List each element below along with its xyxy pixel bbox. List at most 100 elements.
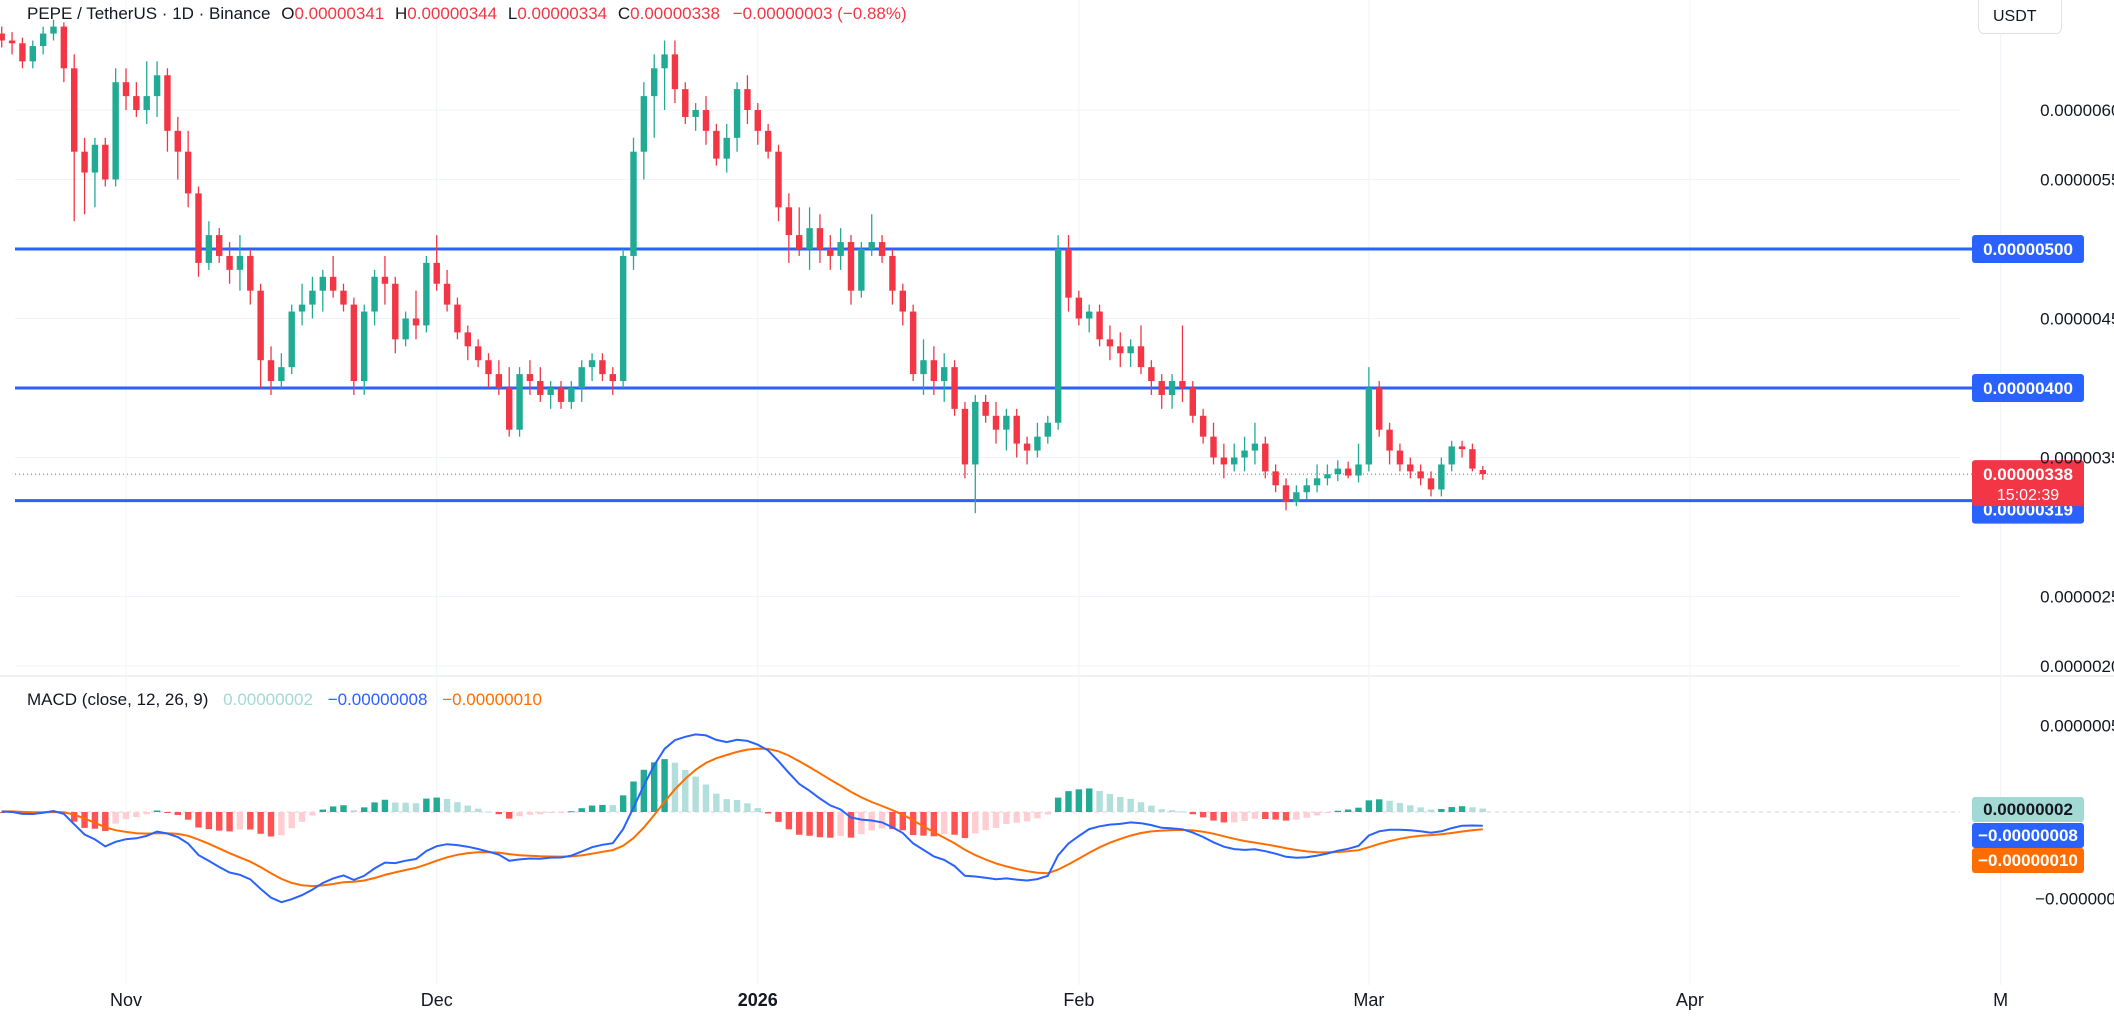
macd-value-badge (1972, 797, 2084, 822)
candle-body (1075, 297, 1083, 319)
candle-body (599, 360, 606, 375)
macd-histogram-bar (920, 812, 927, 836)
macd-histogram-bar (195, 812, 202, 828)
currency-button[interactable]: USDT (1978, 0, 2062, 34)
macd-histogram-bar (1023, 812, 1031, 822)
candle-body (464, 332, 471, 347)
symbol-title[interactable]: PEPE / TetherUS · 1D · Binance (27, 4, 271, 23)
candle-body (309, 290, 316, 305)
macd-histogram-bar (247, 812, 254, 830)
macd-histogram-bar (1313, 812, 1321, 816)
macd-histogram-bar (340, 805, 347, 812)
macd-histogram-bar (1365, 800, 1373, 812)
change-value: −0.00000003 (−0.88%) (732, 4, 907, 23)
macd-histogram-bar (733, 799, 741, 812)
macd-histogram-bar (298, 812, 306, 822)
macd-histogram-bar (1044, 812, 1051, 815)
candle-body (1148, 367, 1155, 382)
macd-histogram-bar (692, 776, 699, 812)
date-label: M (1993, 990, 2008, 1010)
candle-body (412, 318, 420, 326)
candle-body (847, 242, 855, 291)
candle-body (1355, 464, 1362, 476)
candle-body (775, 151, 782, 208)
candle-body (702, 110, 710, 131)
candle-body (1199, 415, 1207, 437)
candle-body (1168, 381, 1176, 395)
candle-body (972, 401, 979, 465)
macd-histogram-bar (319, 809, 326, 812)
macd-histogram-bar (1355, 807, 1362, 812)
macd-histogram-bar (744, 803, 751, 812)
candle-body (1344, 468, 1352, 476)
candle-body (1438, 464, 1445, 490)
candle-body (102, 144, 109, 180)
candle-body (1427, 478, 1435, 490)
candle-body (298, 304, 306, 312)
candle-body (1210, 436, 1217, 458)
candle-body (50, 26, 57, 34)
macd-histogram-bar (1344, 809, 1352, 812)
candle-body (754, 110, 761, 131)
candle-body (547, 388, 554, 395)
candle-body (889, 255, 896, 291)
macd-histogram-bar (816, 812, 824, 838)
macd-histogram-bar (1117, 796, 1124, 812)
candle-body (350, 304, 358, 382)
candle-body (526, 374, 534, 382)
candle-body (1251, 443, 1259, 451)
hline-price-label: 0.00000500 (1983, 240, 2073, 259)
high-label: H (395, 4, 408, 23)
candle-body (692, 110, 699, 117)
macd-histogram-bar (806, 812, 813, 836)
macd-histogram-bar (464, 805, 471, 812)
macd-histogram-series (0, 759, 1486, 839)
candle-body (91, 144, 99, 173)
macd-histogram-bar (1417, 807, 1424, 812)
macd-histogram-bar (257, 812, 264, 834)
date-label: 2026 (738, 990, 778, 1010)
macd-signal-value: −0.00000010 (442, 690, 542, 709)
macd-histogram-bar (961, 812, 969, 839)
macd-histogram-bar (153, 810, 161, 812)
candle-body (1034, 436, 1041, 451)
macd-histogram-bar (433, 797, 440, 812)
macd-histogram-bar (1189, 812, 1196, 815)
candle-body (1054, 249, 1062, 423)
candle-body (1324, 474, 1331, 479)
candle-body (764, 130, 772, 152)
macd-histogram-bar (1054, 797, 1062, 812)
candle-body (671, 54, 679, 90)
candle-body (1023, 443, 1031, 451)
macd-histogram-bar (785, 812, 793, 830)
macd-histogram-bar (506, 812, 513, 819)
last-price-label: 0.00000338 (1983, 465, 2073, 484)
macd-histogram-bar (1396, 803, 1404, 812)
candle-body (1313, 478, 1321, 486)
macd-histogram-bar (1438, 808, 1445, 812)
macd-histogram-bar (899, 812, 906, 831)
macd-histogram-bar (1427, 809, 1435, 812)
macd-histogram-bar (1262, 812, 1269, 819)
candle-body (1407, 464, 1414, 472)
macd-histogram-bar (951, 812, 958, 835)
horizontal-lines[interactable]: 0.000005000.000004000.000003190.00000338… (15, 235, 2084, 873)
macd-histogram-bar (588, 805, 596, 812)
candle-body (1106, 339, 1114, 347)
macd-histogram-bar (640, 769, 648, 812)
grid-lines (0, 0, 2114, 985)
macd-histogram-bar (1334, 810, 1341, 812)
candle-body (1003, 415, 1010, 430)
macd-histogram-bar (1220, 812, 1228, 823)
macd-histogram-bar (423, 798, 430, 812)
macd-histogram-bar (1013, 812, 1020, 823)
macd-indicator-label[interactable]: MACD (close, 12, 26, 9) (27, 690, 209, 709)
macd-lines (1, 733, 1483, 904)
candle-body (816, 228, 824, 249)
macd-histogram-bar (557, 812, 565, 813)
candle-body (588, 360, 596, 368)
macd-histogram-bar (630, 781, 637, 812)
macd-histogram-bar (723, 799, 730, 812)
price-tick-label: 0.00000600 (2040, 101, 2114, 120)
